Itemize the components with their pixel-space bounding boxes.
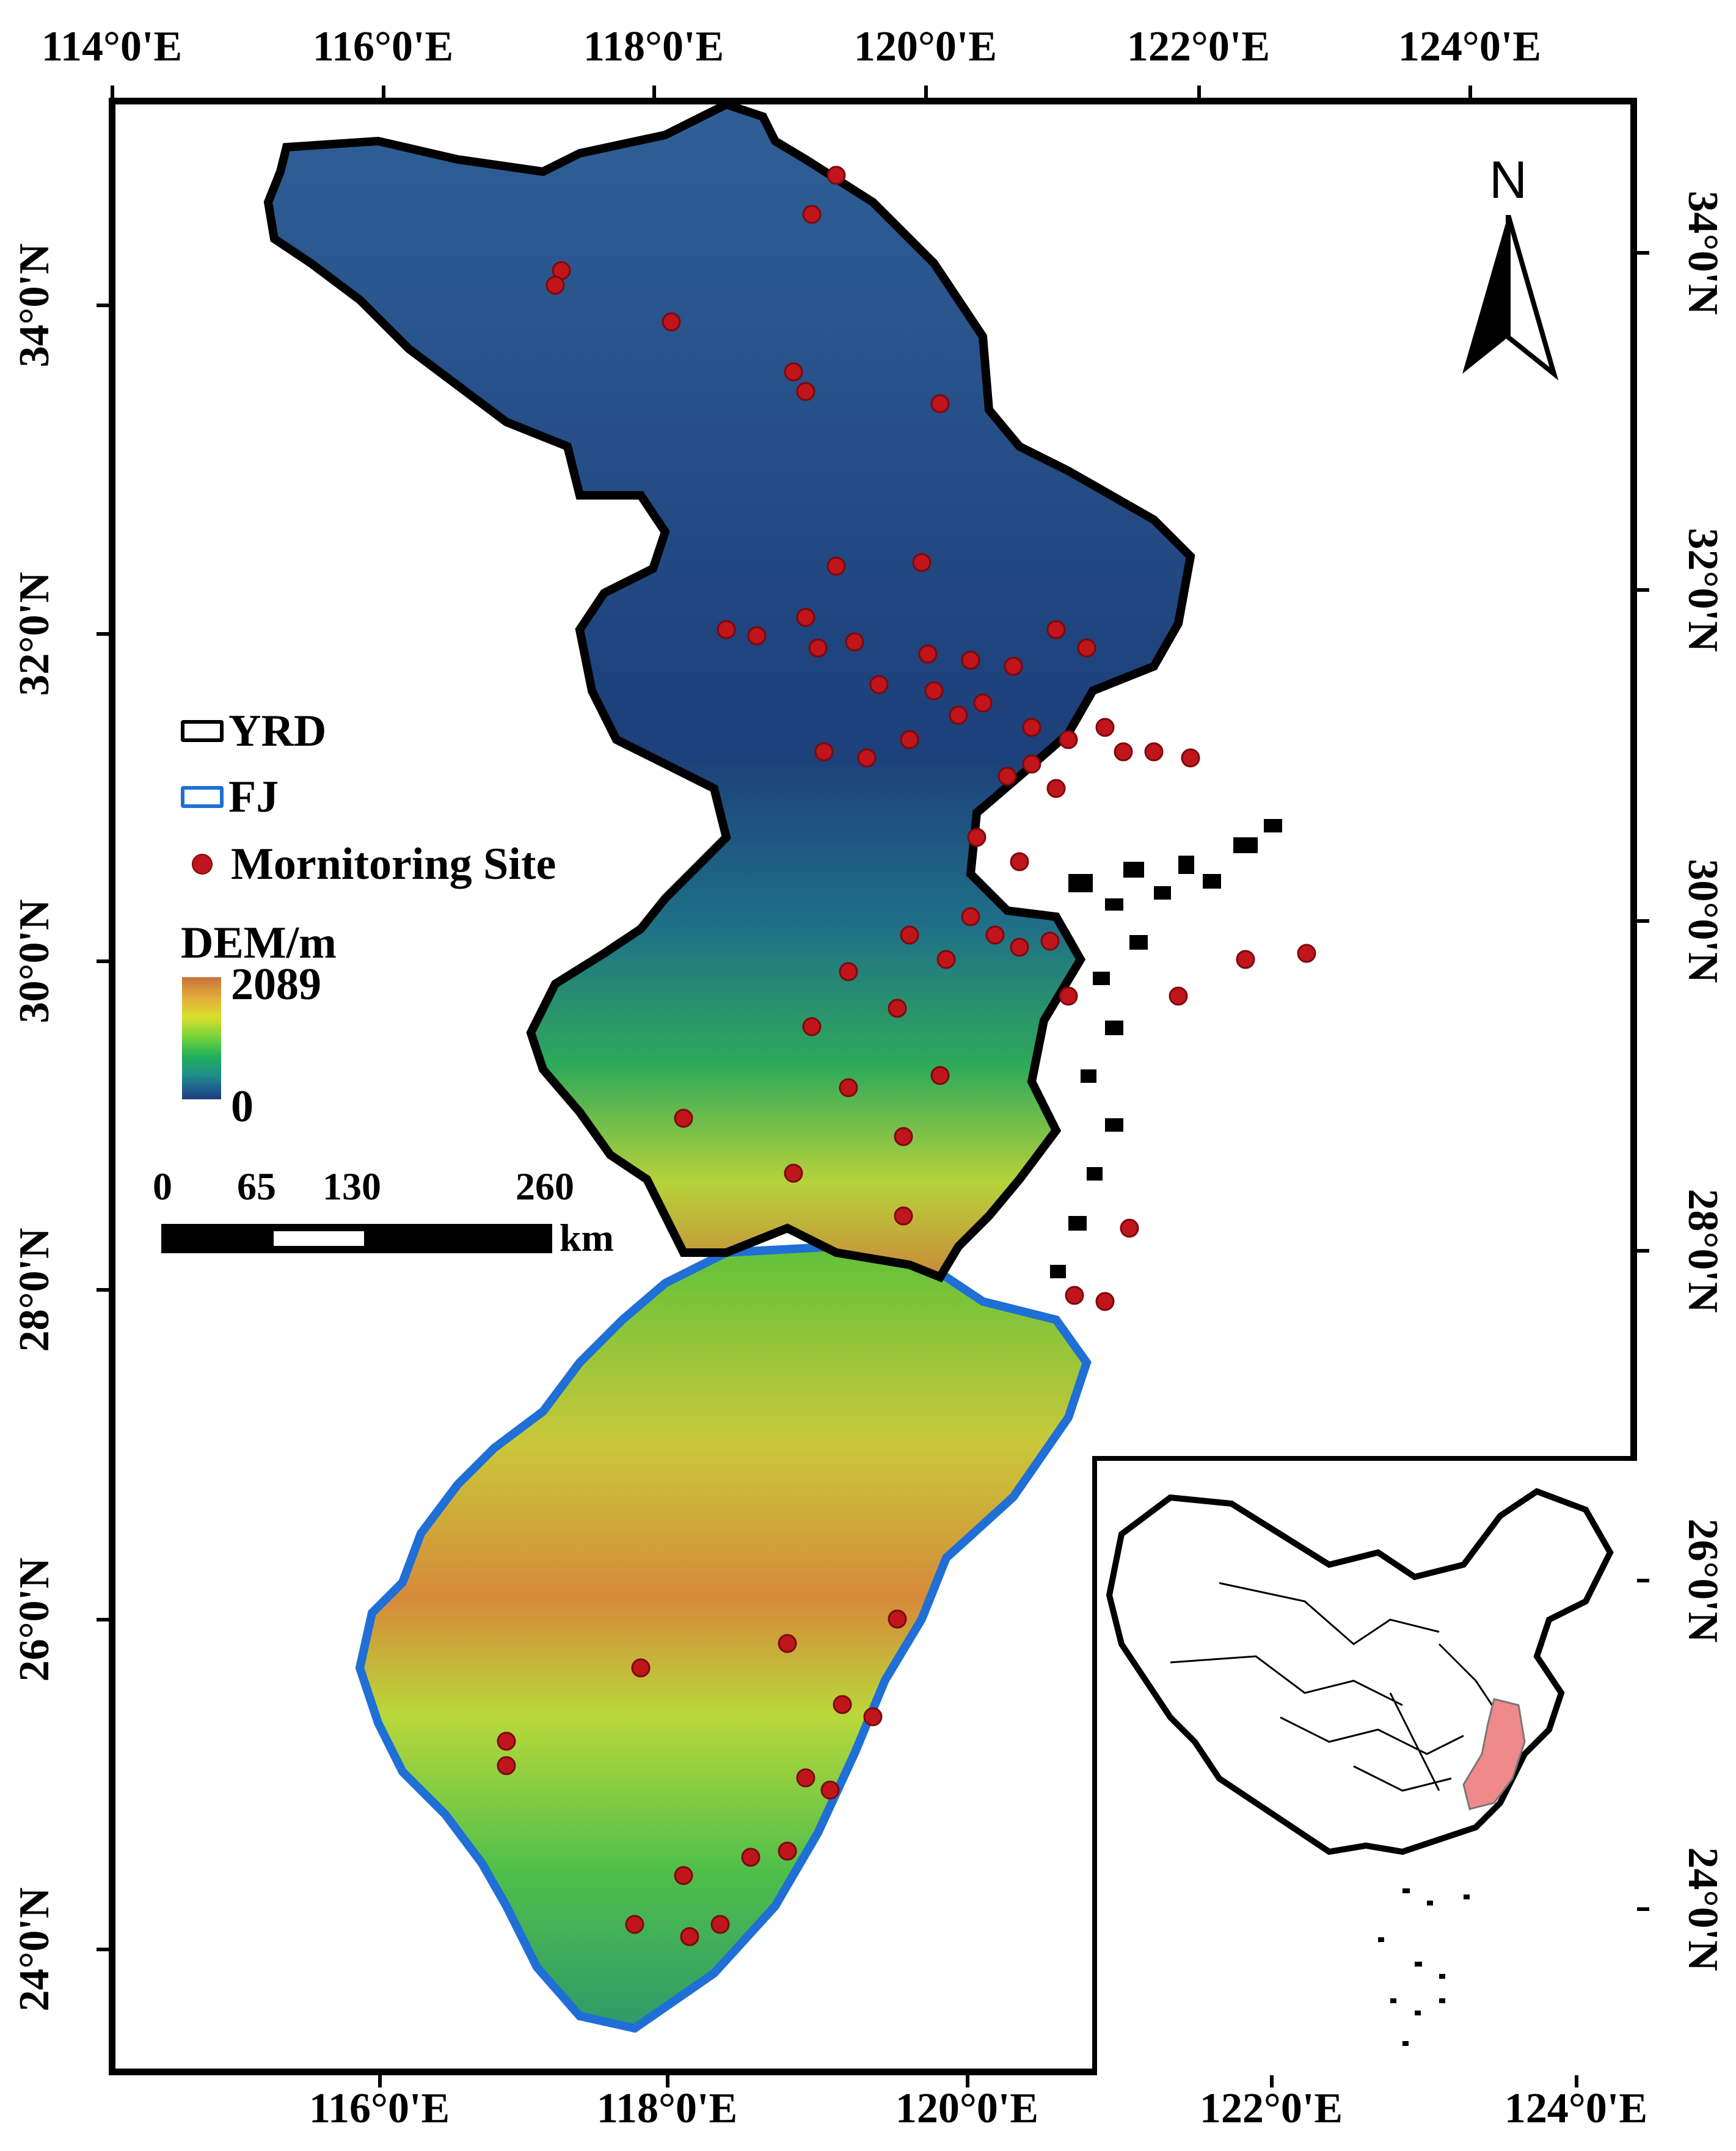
axis-label-right-28n: 28°0'N <box>1679 1188 1726 1313</box>
tick-left-1 <box>97 304 110 307</box>
south-china-sea-islands <box>1378 1888 1470 2046</box>
legend-fj-entry: FJ <box>181 774 279 820</box>
north-arrow-icon <box>1462 215 1559 380</box>
north-arrow: N <box>1456 151 1560 380</box>
inset-study-area-highlight <box>1462 1698 1526 1810</box>
scalebar-label-130: 130 <box>323 1165 381 1208</box>
axis-label-bottom-124e: 124°0'E <box>1504 2085 1648 2132</box>
scalebar-unit: km <box>560 1216 614 1259</box>
scale-bar: 0 65 130 260 km <box>149 1164 699 1262</box>
axis-label-bottom-122e: 122°0'E <box>1199 2085 1343 2132</box>
china-inset-map <box>1106 1488 1614 2046</box>
axis-label-left-24n: 24°0'N <box>11 1887 58 2012</box>
axis-label-left-30n: 30°0'N <box>11 899 58 1024</box>
tick-left-5 <box>97 1618 110 1621</box>
legend-yrd-label: YRD <box>228 706 327 756</box>
tick-right-3 <box>1636 919 1649 923</box>
coastal-islands <box>1050 819 1282 1278</box>
tick-top-3 <box>652 86 656 99</box>
tick-left-2 <box>97 632 110 636</box>
scalebar-white-segment <box>274 1231 364 1246</box>
axis-label-top-122e: 122°0'E <box>1126 23 1271 70</box>
scalebar-label-65: 65 <box>237 1165 276 1208</box>
yrd-region <box>263 104 1195 1283</box>
legend-yrd-entry: YRD <box>181 708 326 754</box>
axis-label-right-24n: 24°0'N <box>1679 1847 1726 1971</box>
china-outline <box>1106 1488 1614 1855</box>
axis-label-right-34n: 34°0'N <box>1679 191 1726 315</box>
axis-label-top-124e: 124°0'E <box>1398 23 1542 70</box>
tick-right-4 <box>1636 1249 1649 1253</box>
north-letter: N <box>1489 151 1528 209</box>
tick-top-6 <box>1468 86 1472 99</box>
legend-dem-max: 2089 <box>231 959 321 1010</box>
legend-dem-min: 0 <box>231 1082 253 1132</box>
tick-top-2 <box>382 86 385 99</box>
study-area-map <box>263 104 1316 2033</box>
tick-left-4 <box>97 1288 110 1292</box>
legend-site-swatch <box>192 854 213 875</box>
axis-label-left-32n: 32°0'N <box>11 572 58 696</box>
tick-bottom-2 <box>666 2074 669 2087</box>
axis-label-top-120e: 120°0'E <box>853 23 997 70</box>
tick-bottom-3 <box>966 2074 969 2087</box>
axis-label-bottom-120e: 120°0'E <box>895 2085 1039 2132</box>
axis-label-right-32n: 32°0'N <box>1679 528 1726 652</box>
axis-label-bottom-118e: 118°0'E <box>596 2085 738 2132</box>
tick-bottom-1 <box>378 2074 382 2087</box>
axis-label-top-118e: 118°0'E <box>583 23 724 70</box>
legend-site-label: Mornitoring Site <box>231 839 556 889</box>
axis-label-right-30n: 30°0'N <box>1679 859 1726 983</box>
axis-label-right-26n: 26°0'N <box>1679 1518 1726 1643</box>
axis-label-top-114e: 114°0'E <box>41 23 183 70</box>
tick-bottom-4 <box>1270 2074 1274 2087</box>
axis-label-left-34n: 34°0'N <box>11 243 58 368</box>
tick-right-6 <box>1636 1907 1649 1911</box>
legend: YRD FJ Mornitoring Site DEM/m 2089 0 <box>181 690 645 1154</box>
axis-label-bottom-116e: 116°0'E <box>308 2085 450 2132</box>
tick-left-6 <box>97 1948 110 1951</box>
scalebar-label-260: 260 <box>516 1165 574 1208</box>
tick-left-3 <box>97 959 110 963</box>
tick-bottom-5 <box>1575 2074 1578 2087</box>
inset-map-frame <box>1092 1456 1637 2075</box>
legend-dem-title: DEM/m <box>181 918 337 968</box>
tick-right-2 <box>1636 588 1649 592</box>
tick-right-1 <box>1636 251 1649 255</box>
scalebar-bar <box>161 1224 552 1253</box>
legend-yrd-swatch <box>181 720 224 742</box>
legend-dem-color-ramp <box>182 977 221 1099</box>
legend-fj-label: FJ <box>228 772 279 822</box>
axis-label-left-28n: 28°0'N <box>11 1228 58 1352</box>
monitoring-sites <box>497 166 1316 1946</box>
legend-fj-swatch <box>181 786 224 808</box>
tick-right-5 <box>1636 1579 1649 1582</box>
axis-label-left-26n: 26°0'N <box>11 1557 58 1682</box>
legend-site-entry: Mornitoring Site <box>181 842 556 887</box>
tick-top-4 <box>924 86 928 99</box>
scalebar-label-0: 0 <box>153 1165 172 1208</box>
axis-label-top-116e: 116°0'E <box>312 23 454 70</box>
tick-top-5 <box>1197 86 1201 99</box>
province-boundaries <box>1170 1582 1501 1792</box>
fj-region <box>355 1242 1092 2033</box>
tick-top-1 <box>111 86 114 99</box>
